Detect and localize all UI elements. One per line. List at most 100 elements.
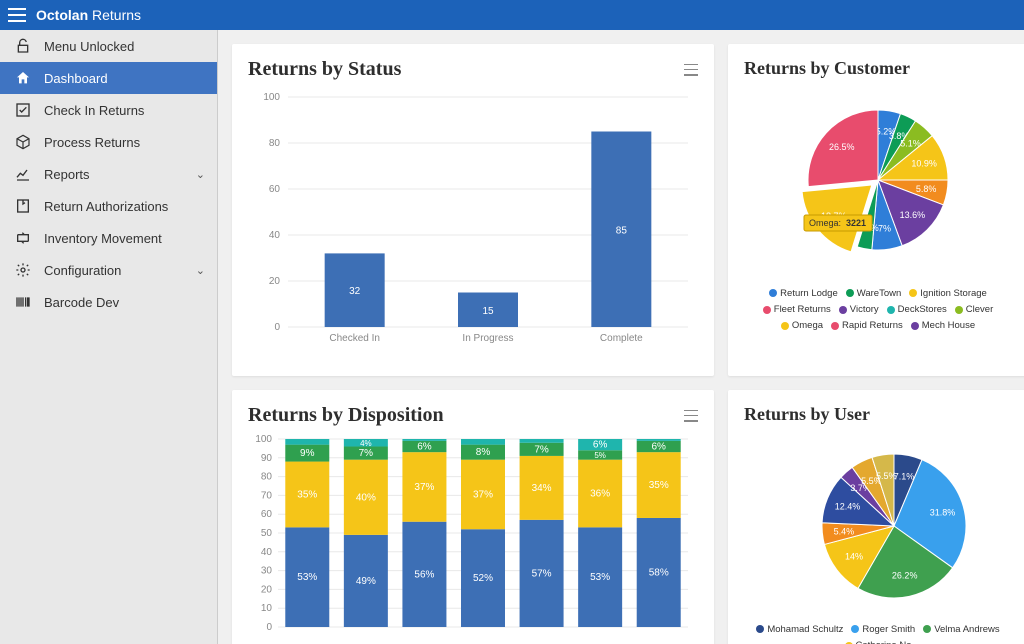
svg-text:35%: 35% xyxy=(649,480,669,491)
legend-item[interactable]: Catherine No xyxy=(845,638,912,644)
legend-item[interactable]: DeckStores xyxy=(887,302,947,318)
card-title: Returns by Status xyxy=(248,58,401,81)
sidebar-item-reports[interactable]: Reports⌄ xyxy=(0,158,217,190)
svg-text:3221: 3221 xyxy=(846,218,866,228)
legend-item[interactable]: Roger Smith xyxy=(851,622,915,638)
svg-text:20: 20 xyxy=(269,276,281,287)
svg-text:Complete: Complete xyxy=(600,333,643,344)
gear-icon xyxy=(12,262,34,278)
legend-item[interactable]: Fleet Returns xyxy=(763,302,831,318)
svg-text:80: 80 xyxy=(269,138,281,149)
sidebar-item-label: Dashboard xyxy=(44,71,108,86)
svg-text:37%: 37% xyxy=(414,482,434,493)
legend-item[interactable]: Rapid Returns xyxy=(831,318,903,334)
sidebar-item-configuration[interactable]: Configuration⌄ xyxy=(0,254,217,286)
home-icon xyxy=(12,70,34,86)
sidebar-item-dashboard[interactable]: Dashboard xyxy=(0,62,217,94)
svg-text:8%: 8% xyxy=(476,447,491,458)
menu-toggle-icon[interactable] xyxy=(8,8,26,22)
svg-text:32: 32 xyxy=(349,286,361,297)
auth-icon xyxy=(12,198,34,214)
card-returns-by-customer: Returns by Customer 5.2%3.8%5.1%10.9%5.8… xyxy=(728,44,1024,376)
card-title: Returns by Customer xyxy=(744,58,910,79)
svg-text:37%: 37% xyxy=(473,489,493,500)
card-menu-icon[interactable] xyxy=(684,64,698,76)
legend-item[interactable]: Mohamad Schultz xyxy=(756,622,843,638)
svg-text:20: 20 xyxy=(261,584,273,595)
svg-text:7%: 7% xyxy=(878,224,891,234)
movement-icon xyxy=(12,230,34,246)
legend-item[interactable]: Ignition Storage xyxy=(909,286,987,302)
body: Menu Unlocked Dashboard Check In Returns Pr… xyxy=(0,30,1024,644)
user-legend: Mohamad Schultz Roger Smith Velma Andrews C… xyxy=(744,622,1012,644)
sidebar: Menu Unlocked Dashboard Check In Returns Pr… xyxy=(0,30,218,644)
svg-text:14%: 14% xyxy=(845,552,863,562)
svg-text:6%: 6% xyxy=(417,442,432,453)
sidebar-item-check-in-returns[interactable]: Check In Returns xyxy=(0,94,217,126)
card-returns-by-status: Returns by Status 0 20 40 60 80 100 32 Checked … xyxy=(232,44,714,376)
app-root: Octolan Returns Menu Unlocked Dashboard Ch… xyxy=(0,0,1024,644)
svg-text:Checked In: Checked In xyxy=(329,333,380,344)
svg-text:52%: 52% xyxy=(473,573,493,584)
svg-text:7%: 7% xyxy=(359,448,374,459)
svg-text:6%: 6% xyxy=(651,442,666,453)
svg-text:56%: 56% xyxy=(414,569,434,580)
sidebar-item-label: Reports xyxy=(44,167,90,182)
legend-item[interactable]: WareTown xyxy=(846,286,902,302)
svg-text:30: 30 xyxy=(261,566,273,577)
sidebar-item-barcode-dev[interactable]: Barcode Dev xyxy=(0,286,217,318)
svg-text:0: 0 xyxy=(266,622,272,633)
card-menu-icon[interactable] xyxy=(684,410,698,422)
user-pie-chart: 7.1%31.8%26.2%14%5.4%12.4%3.7%5.5%5.5% xyxy=(744,431,1012,611)
svg-text:40%: 40% xyxy=(356,492,376,503)
svg-text:5.5%: 5.5% xyxy=(876,471,897,481)
svg-text:5%: 5% xyxy=(594,451,606,460)
sidebar-item-menu-unlocked[interactable]: Menu Unlocked xyxy=(0,30,217,62)
svg-text:40: 40 xyxy=(269,230,281,241)
status-bar-chart: 02040608010032Checked In15In Progress85C… xyxy=(248,87,698,357)
sidebar-item-label: Check In Returns xyxy=(44,103,144,118)
legend-item[interactable]: Return Lodge xyxy=(769,286,838,302)
svg-text:40: 40 xyxy=(261,547,273,558)
sidebar-item-return-authorizations[interactable]: Return Authorizations xyxy=(0,190,217,222)
legend-item[interactable]: Omega xyxy=(781,318,823,334)
svg-text:Omega:: Omega: xyxy=(809,218,841,228)
svg-text:90: 90 xyxy=(261,453,273,464)
svg-text:7.1%: 7.1% xyxy=(894,472,915,482)
svg-text:53%: 53% xyxy=(590,572,610,583)
svg-text:100: 100 xyxy=(255,434,272,445)
legend-item[interactable]: Clever xyxy=(955,302,993,318)
svg-text:80: 80 xyxy=(261,472,273,483)
disposition-stacked-chart: 010203040506070809010053%35%9%49%40%7%4%… xyxy=(248,433,698,633)
chevron-down-icon: ⌄ xyxy=(196,264,205,277)
card-title: Returns by Disposition xyxy=(248,404,444,427)
svg-text:49%: 49% xyxy=(356,576,376,587)
svg-text:100: 100 xyxy=(263,92,280,103)
legend-item[interactable]: Velma Andrews xyxy=(923,622,999,638)
legend-item[interactable]: Victory xyxy=(839,302,879,318)
svg-text:70: 70 xyxy=(261,490,273,501)
svg-text:4%: 4% xyxy=(360,439,372,448)
svg-text:53%: 53% xyxy=(297,572,317,583)
svg-text:50: 50 xyxy=(261,528,273,539)
svg-text:60: 60 xyxy=(261,509,273,520)
svg-text:57%: 57% xyxy=(532,568,552,579)
sidebar-item-process-returns[interactable]: Process Returns xyxy=(0,126,217,158)
svg-text:6%: 6% xyxy=(593,440,608,451)
checkbox-icon xyxy=(12,102,34,118)
card-returns-by-user: Returns by User 7.1%31.8%26.2%14%5.4%12.… xyxy=(728,390,1024,644)
svg-text:26.5%: 26.5% xyxy=(829,142,855,152)
svg-text:15: 15 xyxy=(482,306,494,317)
sidebar-item-label: Barcode Dev xyxy=(44,295,119,310)
brand: Octolan Returns xyxy=(36,7,141,23)
svg-text:60: 60 xyxy=(269,184,281,195)
legend-item[interactable]: Mech House xyxy=(911,318,975,334)
topbar: Octolan Returns xyxy=(0,0,1024,30)
sidebar-item-label: Menu Unlocked xyxy=(44,39,134,54)
svg-text:35%: 35% xyxy=(297,489,317,500)
svg-text:34%: 34% xyxy=(532,483,552,494)
svg-text:85: 85 xyxy=(616,225,628,236)
sidebar-item-inventory-movement[interactable]: Inventory Movement xyxy=(0,222,217,254)
svg-text:0: 0 xyxy=(274,322,280,333)
svg-text:36%: 36% xyxy=(590,489,610,500)
